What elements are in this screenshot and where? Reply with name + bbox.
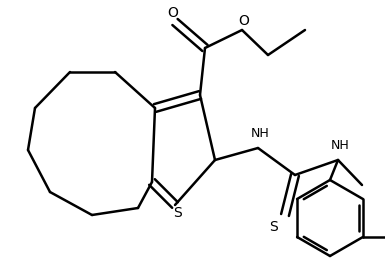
Text: S: S [269,220,277,234]
Text: O: O [167,6,178,20]
Text: S: S [174,206,182,220]
Text: O: O [239,14,249,28]
Text: NH: NH [251,127,270,140]
Text: NH: NH [331,139,349,152]
